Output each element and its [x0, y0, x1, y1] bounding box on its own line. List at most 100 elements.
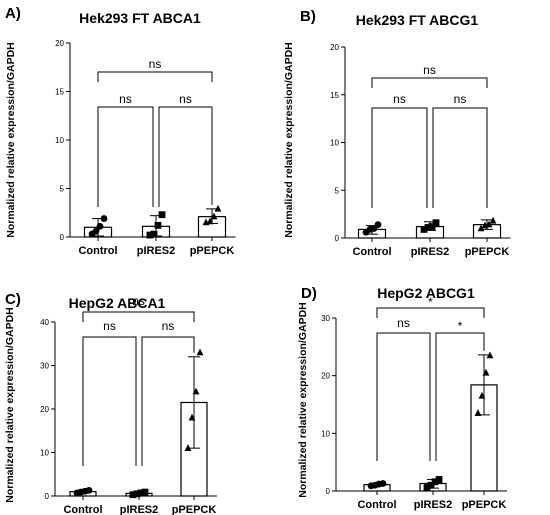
data-point: [485, 220, 493, 228]
data-point: [146, 231, 154, 239]
x-tick-label: Control: [357, 499, 396, 511]
data-point: [478, 391, 486, 399]
significance-label: ns: [162, 319, 175, 333]
y-tick-label: 0: [326, 487, 331, 496]
data-point: [489, 216, 497, 224]
y-tick-label: 20: [330, 43, 339, 52]
y-tick-label: 5: [335, 186, 340, 195]
y-tick-label: 15: [330, 91, 339, 100]
x-tick-label: pPEPCK: [190, 245, 235, 257]
chart-panel-4: D) HepG2 ABCG1 Normalized relative express…: [297, 285, 507, 511]
significance-bracket: [371, 107, 428, 208]
y-tick-label: 30: [40, 362, 49, 371]
data-point: [424, 224, 432, 231]
chart-title: Hek293 FT ABCG1: [356, 12, 479, 28]
x-tick-label: pPEPCK: [462, 499, 507, 511]
y-tick-label: 10: [40, 449, 49, 458]
data-point: [477, 224, 485, 232]
data-point: [129, 491, 137, 499]
significance-bracket: [376, 307, 485, 318]
data-point: [158, 211, 166, 219]
y-tick-label: 20: [55, 39, 64, 48]
data-point: [427, 481, 435, 489]
y-axis-label: Normalized relative expression/GAPDH: [5, 42, 17, 238]
data-point: [432, 219, 440, 227]
data-point: [141, 488, 149, 496]
significance-label: ns: [393, 92, 406, 106]
x-tick-label: Control: [63, 504, 102, 515]
x-tick-label: pPEPCK: [172, 504, 217, 515]
x-tick-label: pPEPCK: [465, 246, 510, 258]
data-point: [206, 217, 214, 225]
significance-bracket: [376, 332, 431, 461]
x-tick-label: pIRES2: [120, 504, 159, 515]
panel-label: B): [300, 8, 316, 25]
significance-bracket: [432, 107, 488, 208]
y-tick-label: 40: [40, 318, 49, 327]
y-tick-label: 20: [321, 372, 330, 381]
y-tick-label: 10: [321, 429, 330, 438]
data-point: [184, 444, 192, 451]
data-point: [423, 484, 431, 491]
data-point: [188, 413, 196, 421]
significance-label: ns: [454, 92, 467, 106]
y-tick-label: 10: [55, 136, 64, 145]
significance-label: ns: [132, 294, 145, 308]
data-point: [96, 222, 104, 230]
significance-bracket: [82, 311, 195, 322]
chart-title: HepG2 ABCA1: [69, 295, 166, 311]
y-tick-label: 30: [321, 314, 330, 323]
x-tick-label: Control: [352, 246, 391, 258]
data-point: [92, 227, 100, 235]
chart-panel-3: C) HepG2 ABCA1 Normalized relative express…: [4, 291, 217, 515]
y-axis-label: Normalized relative expression/GAPDH: [4, 307, 16, 503]
panel-label: C): [5, 291, 21, 308]
y-tick-label: 5: [60, 185, 65, 194]
significance-label: ns: [397, 316, 410, 330]
data-point: [379, 480, 387, 487]
y-axis-label: Normalized relative expression/GAPDH: [283, 42, 295, 238]
data-point: [210, 212, 218, 220]
significance-label: *: [428, 295, 433, 309]
data-point: [133, 490, 141, 498]
y-tick-label: 15: [55, 88, 64, 97]
significance-label: *: [458, 319, 463, 333]
y-tick-label: 0: [335, 234, 340, 243]
data-point: [428, 223, 436, 230]
panel-label: D): [301, 285, 317, 302]
y-axis-label: Normalized relative expression/GAPDH: [297, 302, 309, 498]
significance-bracket: [97, 71, 213, 82]
significance-label: ns: [179, 92, 192, 106]
x-tick-label: pIRES2: [411, 246, 450, 258]
y-tick-label: 20: [40, 405, 49, 414]
chart-panel-1: A) Hek293 FT ABCA1 Normalized relative exp…: [5, 5, 236, 257]
data-point: [474, 409, 482, 416]
data-point: [420, 226, 428, 233]
data-point: [482, 368, 490, 376]
significance-bracket: [435, 332, 485, 461]
x-tick-label: pIRES2: [137, 245, 176, 257]
data-point: [431, 478, 439, 486]
significance-label: ns: [103, 319, 116, 333]
data-point: [154, 221, 162, 229]
data-point: [214, 204, 222, 212]
data-point: [150, 230, 158, 238]
x-tick-label: pIRES2: [414, 499, 453, 511]
y-tick-label: 0: [60, 233, 65, 242]
significance-label: ns: [119, 92, 132, 106]
significance-bracket: [141, 336, 195, 466]
data-point: [85, 486, 93, 494]
significance-bracket: [371, 77, 488, 88]
data-point: [486, 351, 494, 359]
data-point: [192, 387, 200, 395]
panel-label: A): [5, 5, 21, 22]
chart-title: HepG2 ABCG1: [377, 285, 475, 301]
data-point: [100, 215, 108, 222]
significance-bracket: [82, 336, 137, 466]
data-point: [196, 348, 204, 356]
significance-bracket: [97, 106, 154, 207]
x-tick-label: Control: [78, 245, 117, 257]
data-point: [374, 221, 382, 229]
y-tick-label: 0: [45, 492, 50, 501]
data-point: [137, 489, 145, 497]
